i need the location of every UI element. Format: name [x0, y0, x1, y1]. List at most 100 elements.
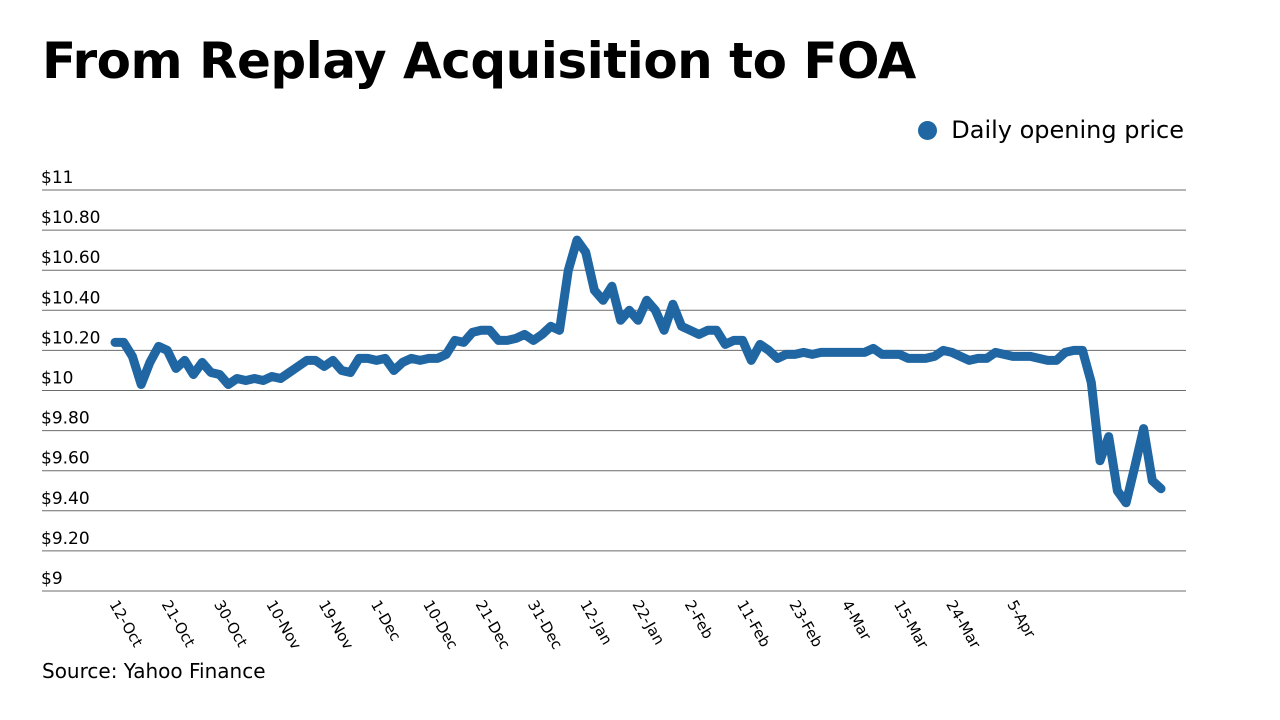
data-point — [967, 358, 971, 362]
data-point — [793, 352, 797, 356]
data-point — [305, 358, 309, 362]
series-layer — [110, 235, 1166, 508]
legend: Daily opening price — [918, 116, 1184, 144]
data-point — [488, 328, 492, 332]
x-tick-label: 12-Oct — [106, 597, 147, 650]
data-point — [732, 338, 736, 342]
data-point — [950, 350, 954, 354]
y-tick-label: $9.80 — [41, 409, 90, 429]
data-point — [226, 383, 230, 387]
data-point — [1046, 358, 1050, 362]
data-point — [592, 288, 596, 292]
data-point — [784, 352, 788, 356]
data-point — [322, 364, 326, 368]
data-point — [1124, 501, 1128, 505]
data-point — [915, 356, 919, 360]
data-point — [671, 302, 675, 306]
data-point — [810, 352, 814, 356]
data-point — [601, 298, 605, 302]
data-point — [610, 284, 614, 288]
data-point — [148, 360, 152, 364]
y-tick-label: $10.20 — [41, 328, 100, 348]
data-point — [1142, 427, 1146, 431]
data-point — [165, 348, 169, 352]
data-point — [619, 318, 623, 322]
data-point — [392, 369, 396, 373]
grid-layer — [42, 189, 1186, 592]
data-point — [436, 356, 440, 360]
data-point — [863, 350, 867, 354]
data-point — [191, 373, 195, 377]
data-point — [1150, 479, 1154, 483]
data-point — [584, 250, 588, 254]
data-point — [113, 340, 117, 344]
data-point — [1089, 381, 1093, 385]
data-point — [889, 352, 893, 356]
data-point — [688, 328, 692, 332]
data-point — [279, 377, 283, 381]
data-point — [183, 358, 187, 362]
data-point — [575, 238, 579, 242]
data-point — [1107, 435, 1111, 439]
data-point — [1037, 356, 1041, 360]
data-point — [932, 354, 936, 358]
data-point — [200, 360, 204, 364]
data-point — [1028, 354, 1032, 358]
y-tick-label: $9.20 — [41, 529, 90, 549]
data-point — [976, 356, 980, 360]
data-point — [1098, 459, 1102, 463]
data-point — [462, 340, 466, 344]
data-point — [715, 328, 719, 332]
data-point — [235, 377, 239, 381]
x-tick-label: 15-Mar — [890, 597, 932, 652]
y-tick-label: $10.60 — [41, 248, 100, 268]
y-tick-label: $10 — [41, 369, 73, 389]
data-point — [444, 352, 448, 356]
y-axis-labels: $11 $10.80 $10.60 $10.40 $10.20 $10 $9.80 $9.60… — [41, 168, 100, 589]
data-point — [706, 328, 710, 332]
data-point — [1115, 489, 1119, 493]
series-line-daily-opening-price — [110, 235, 1166, 508]
data-point — [514, 336, 518, 340]
data-point — [959, 354, 963, 358]
data-point — [253, 377, 257, 381]
data-point — [209, 371, 213, 375]
x-tick-label: 31-Dec — [524, 597, 566, 652]
data-point — [139, 383, 143, 387]
data-point — [540, 332, 544, 336]
data-point — [880, 352, 884, 356]
data-point — [244, 379, 248, 383]
y-tick-label: $9.60 — [41, 449, 90, 469]
data-point — [296, 364, 300, 368]
data-point — [653, 308, 657, 312]
data-point — [470, 330, 474, 334]
x-tick-label: 19-Nov — [315, 597, 358, 653]
y-tick-label: $9.40 — [41, 489, 90, 509]
x-tick-label: 12-Jan — [576, 597, 616, 648]
data-point — [340, 369, 344, 373]
data-point — [1081, 348, 1085, 352]
data-point — [749, 358, 753, 362]
data-point — [287, 371, 291, 375]
y-tick-label: $10.40 — [41, 288, 100, 308]
data-point — [819, 350, 823, 354]
data-point — [854, 350, 858, 354]
x-tick-label: 4-Mar — [838, 597, 876, 644]
x-tick-label: 2-Feb — [681, 597, 717, 642]
data-point — [366, 356, 370, 360]
data-point — [505, 338, 509, 342]
y-tick-label: $11 — [41, 168, 73, 188]
y-tick-label: $9 — [41, 569, 63, 589]
legend-marker — [918, 120, 938, 140]
data-point — [549, 324, 553, 328]
data-point — [985, 356, 989, 360]
data-point — [558, 328, 562, 332]
x-tick-label: 11-Feb — [733, 597, 774, 650]
data-point — [1020, 354, 1024, 358]
data-point — [871, 346, 875, 350]
x-tick-label: 23-Feb — [785, 597, 826, 650]
data-point — [993, 350, 997, 354]
data-point — [174, 366, 178, 370]
data-point — [375, 358, 379, 362]
x-tick-label: 30-Oct — [210, 597, 251, 650]
